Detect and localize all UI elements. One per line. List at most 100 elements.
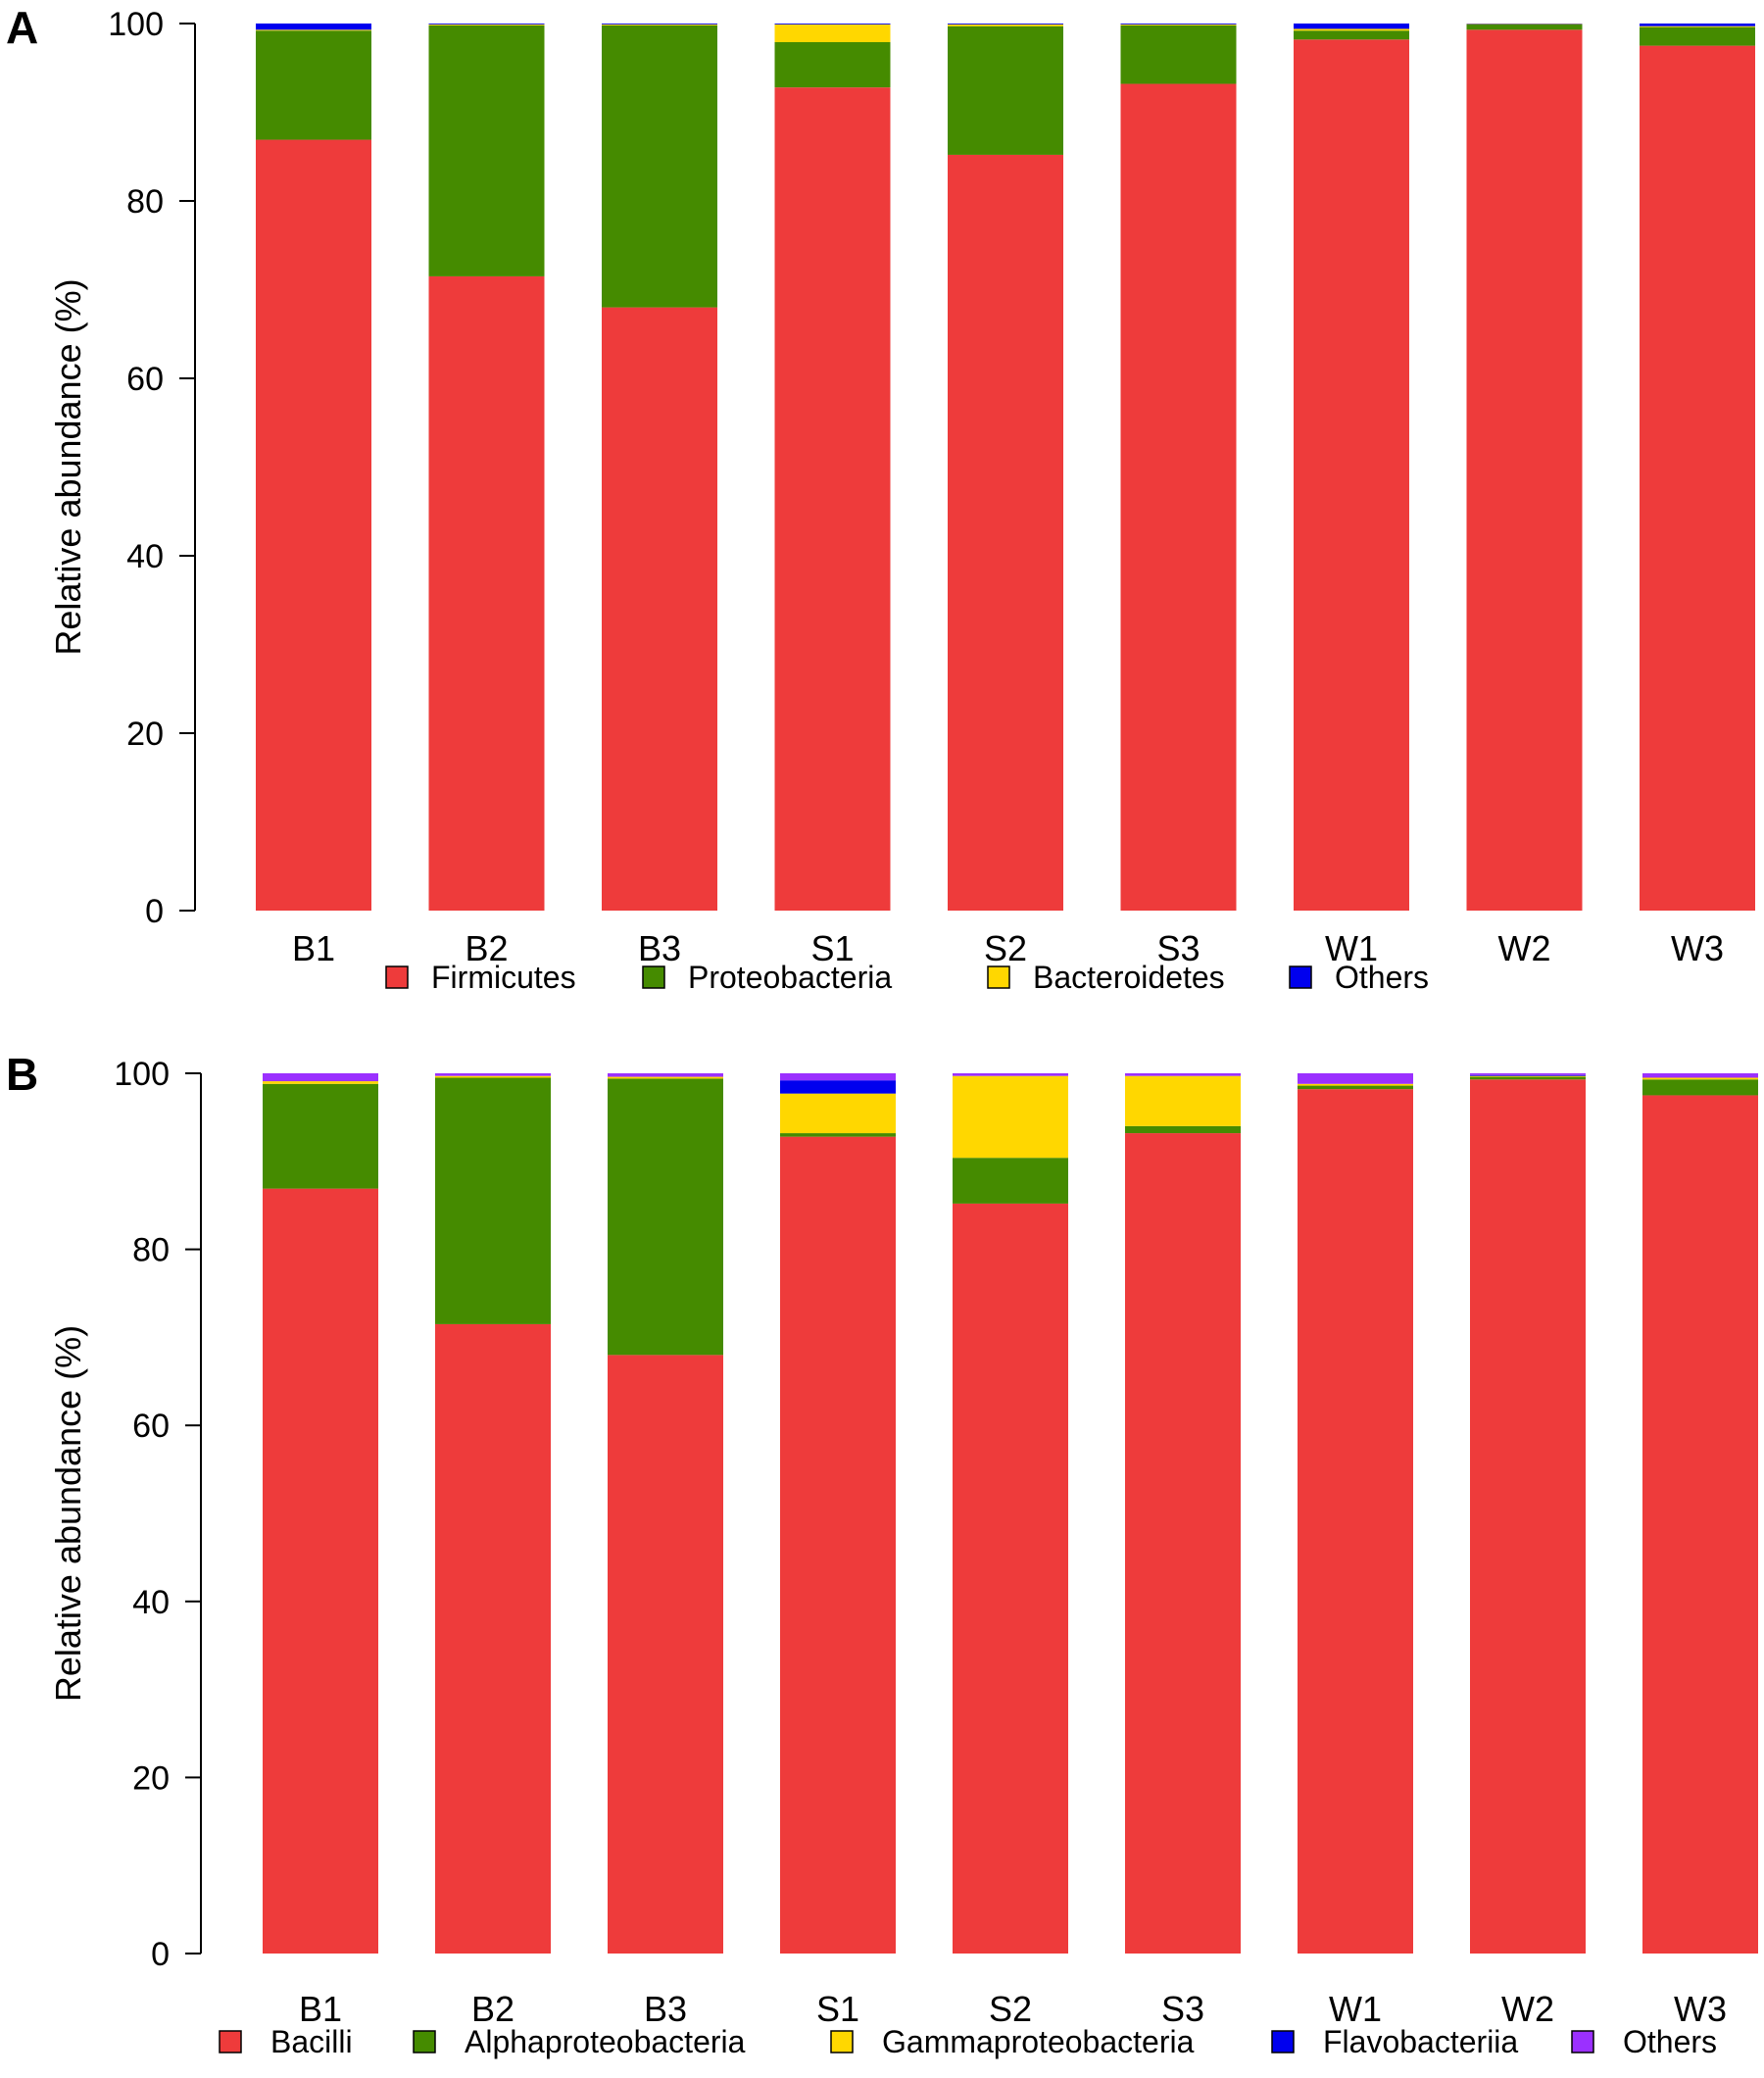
y-tick-label: 60 <box>132 1408 170 1445</box>
legend-label-bacteroidetes: Bacteroidetes <box>1033 960 1225 995</box>
y-tick-label: 80 <box>126 183 164 221</box>
bar-segment-b3-gammaproteobacteria <box>608 1076 723 1079</box>
bar-segment-b1-others <box>256 24 371 30</box>
bar-segment-b2-others <box>428 24 545 25</box>
bar-segment-s1-bacilli <box>780 1136 896 1954</box>
legend-swatch-others <box>1571 2030 1594 2053</box>
bar-segment-b2-gammaproteobacteria <box>435 1075 551 1078</box>
panel-b: B 0 20 40 60 80 100 Relative abundance (%) B1 B2 B… <box>6 1049 1758 2059</box>
bar-segment-s2-gammaproteobacteria <box>953 1075 1068 1159</box>
legend-label-firmicutes: Firmicutes <box>431 960 576 995</box>
bar-segment-w1-alphaproteobacteria <box>1298 1085 1413 1090</box>
legend-swatch-others <box>1289 965 1312 989</box>
bar-segment-w3-gammaproteobacteria <box>1642 1077 1758 1080</box>
legend-swatch-firmicutes <box>385 965 409 989</box>
x-category-label: S1 <box>810 928 854 968</box>
panel-a: A 0 20 40 60 80 100 Relative abundance (%) B1 B2 B… <box>6 2 1755 995</box>
bar-segment-s3-bacilli <box>1125 1133 1241 1954</box>
x-category-label: S2 <box>989 1989 1032 2029</box>
y-tick-label: 100 <box>108 6 164 43</box>
bar-segment-s1-gammaproteobacteria <box>780 1093 896 1134</box>
y-tick-label: 80 <box>132 1232 170 1269</box>
bar-segment-b2-proteobacteria <box>428 25 545 276</box>
panel-letter: A <box>6 2 38 53</box>
bar-segment-s2-others <box>953 1073 1068 1076</box>
legend-swatch-bacteroidetes <box>987 965 1010 989</box>
y-tick-label: 60 <box>126 361 164 398</box>
bar-segment-b1-proteobacteria <box>256 30 371 140</box>
x-category-label: B2 <box>465 928 508 968</box>
bar-segment-w1-proteobacteria <box>1294 30 1409 40</box>
bar-segment-w2-alphaproteobacteria <box>1470 1076 1586 1080</box>
x-category-label: B3 <box>644 1989 687 2029</box>
bar-segment-s3-proteobacteria <box>1120 25 1237 84</box>
legend-label-gammaproteobacteria: Gammaproteobacteria <box>882 2024 1195 2059</box>
legend-label-bacilli: Bacilli <box>270 2024 353 2059</box>
bar-segment-s1-others <box>774 24 891 25</box>
legend-label-flavobacteriia: Flavobacteriia <box>1323 2024 1518 2059</box>
x-category-label: B1 <box>292 928 335 968</box>
y-tick-label: 20 <box>126 716 164 753</box>
bar-segment-s3-alphaproteobacteria <box>1125 1125 1241 1134</box>
y-axis-title: Relative abundance (%) <box>48 1325 88 1702</box>
x-category-label: W3 <box>1674 1989 1727 2029</box>
legend-swatch-bacilli <box>219 2030 242 2053</box>
bar-segment-b2-others <box>435 1073 551 1076</box>
bar-segment-w3-alphaproteobacteria <box>1642 1079 1758 1096</box>
legend-swatch-flavobacteriia <box>1271 2030 1295 2053</box>
bar-segment-s3-firmicutes <box>1120 83 1237 912</box>
bar-segment-w3-others <box>1642 1073 1758 1078</box>
bar-segment-b3-bacilli <box>608 1355 723 1954</box>
bar-segment-s3-gammaproteobacteria <box>1125 1075 1241 1126</box>
bar-segment-s2-firmicutes <box>948 154 1063 911</box>
bar-segment-w3-firmicutes <box>1640 45 1755 911</box>
bar-segment-w1-others <box>1294 24 1409 29</box>
bar-segment-s1-firmicutes <box>774 87 891 911</box>
x-category-label: W1 <box>1329 1989 1382 2029</box>
bar-segment-b1-firmicutes <box>256 139 371 911</box>
y-axis-title: Relative abundance (%) <box>48 278 88 655</box>
bar-segment-b1-gammaproteobacteria <box>263 1081 378 1084</box>
bar-segment-b2-bacilli <box>435 1323 551 1954</box>
bar-segment-w2-bacilli <box>1470 1079 1586 1954</box>
bar-segment-s3-others <box>1125 1073 1241 1076</box>
bar-segment-s1-flavobacteriia <box>780 1080 896 1094</box>
x-category-label: S1 <box>816 1989 859 2029</box>
bar-segment-b1-bacteroidetes <box>256 29 371 31</box>
bar-segment-s1-proteobacteria <box>774 42 891 88</box>
y-tick-label: 100 <box>114 1056 170 1093</box>
bar-segment-s2-bacteroidetes <box>948 24 1063 26</box>
bar-segment-b1-bacilli <box>263 1188 378 1954</box>
bar-segment-b3-others <box>608 1073 723 1077</box>
legend-swatch-gammaproteobacteria <box>830 2030 854 2053</box>
x-category-label: B1 <box>299 1989 342 2029</box>
x-category-label: B2 <box>471 1989 514 2029</box>
bar-segment-b2-alphaproteobacteria <box>435 1077 551 1324</box>
bar-segment-b3-firmicutes <box>602 307 717 912</box>
bar-segment-w1-others <box>1298 1073 1413 1084</box>
bar-segment-w2-gammaproteobacteria <box>1470 1075 1586 1077</box>
legend-label-others: Others <box>1335 960 1429 995</box>
y-tick-label: 40 <box>126 538 164 575</box>
bar-segment-b1-alphaproteobacteria <box>263 1083 378 1189</box>
bar-segment-s1-bacteroidetes <box>774 24 891 43</box>
bar-segment-b3-proteobacteria <box>602 25 717 308</box>
y-tick-label: 0 <box>151 1936 170 1973</box>
legend-swatch-alphaproteobacteria <box>413 2030 436 2053</box>
bar-segment-b3-alphaproteobacteria <box>608 1078 723 1356</box>
x-category-label: S2 <box>984 928 1027 968</box>
bar-segment-w2-flavobacteriia <box>1470 1074 1586 1076</box>
x-category-label: W2 <box>1498 928 1551 968</box>
legend-swatch-proteobacteria <box>642 965 665 989</box>
legend-label-proteobacteria: Proteobacteria <box>688 960 892 995</box>
bar-segment-s3-others <box>1120 24 1237 25</box>
bar-segment-w3-others <box>1640 24 1755 26</box>
bar-segment-s2-proteobacteria <box>948 25 1063 155</box>
bar-segment-w1-firmicutes <box>1294 39 1409 912</box>
bar-segment-s1-others <box>780 1073 896 1081</box>
y-tick-label: 40 <box>132 1584 170 1621</box>
bar-segment-s2-alphaproteobacteria <box>953 1158 1068 1204</box>
legend-label-alphaproteobacteria: Alphaproteobacteria <box>465 2024 746 2059</box>
bar-segment-w1-bacilli <box>1298 1089 1413 1954</box>
